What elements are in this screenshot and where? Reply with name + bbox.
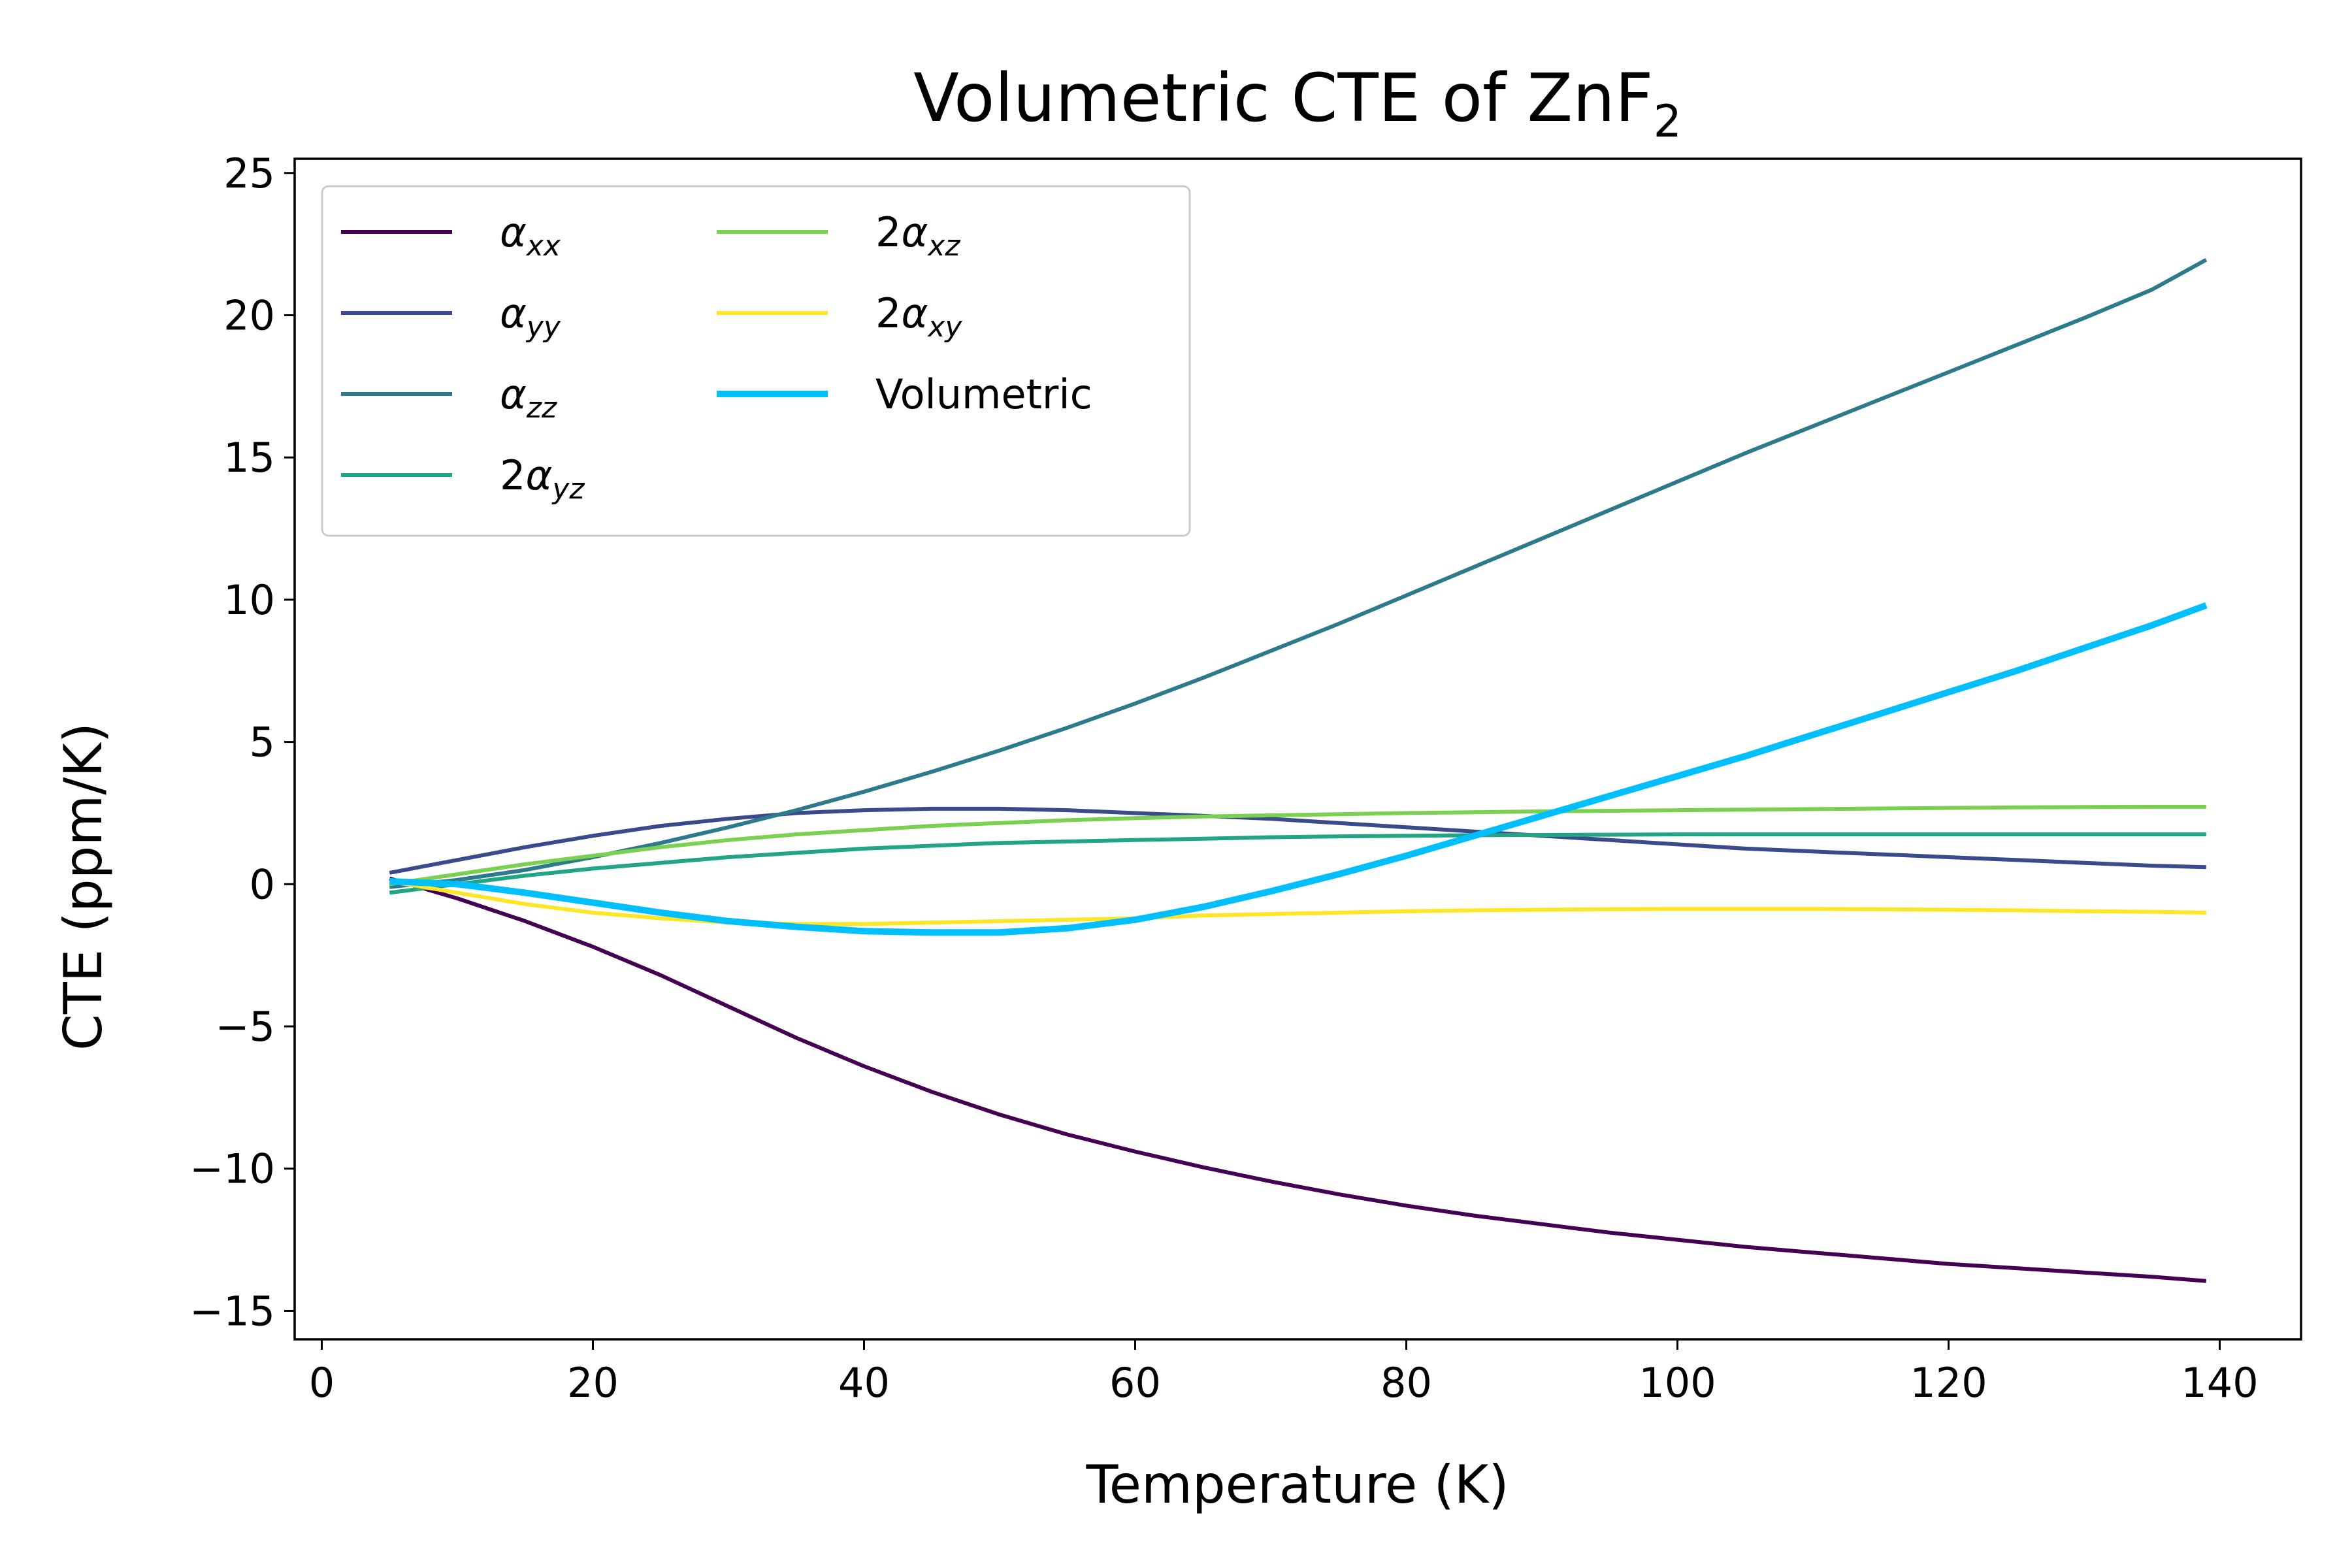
plot-area: 0 20 40 60 80 100 120 1402520151050−5−10−15αxxα… — [189, 150, 2302, 1407]
series-line-3 — [389, 832, 2206, 895]
legend-item-2: αzz — [341, 370, 557, 425]
legend-label: αxx — [500, 208, 561, 263]
legend-item-6: Volumetric — [717, 370, 1092, 418]
x-tick-label: 140 — [2181, 1359, 2258, 1407]
legend-item-0: αxx — [341, 208, 561, 263]
y-tick-label: 5 — [250, 719, 275, 766]
legend-label: αzz — [500, 370, 557, 425]
y-tick-label: 15 — [223, 434, 275, 482]
legend-item-4: 2αxz — [717, 208, 960, 263]
series-line-2 — [389, 257, 2208, 889]
legend-box — [321, 185, 1191, 537]
y-tick-label: −5 — [216, 1003, 275, 1051]
series-line-6 — [389, 602, 2208, 936]
legend-label: 2αxz — [875, 208, 960, 263]
x-tick-label: 80 — [1380, 1359, 1432, 1407]
legend-item-3: 2αyz — [341, 451, 585, 506]
x-axis-label: Temperature (K) — [1085, 1454, 1509, 1515]
chart-title: Volumetric CTE of ZnF2 — [913, 59, 1682, 148]
legend-item-1: αyy — [341, 289, 561, 344]
x-tick-label: 120 — [1910, 1359, 1987, 1407]
y-axis-label: CTE (ppm/K) — [53, 723, 114, 1051]
series-line-5 — [389, 879, 2206, 926]
y-tick-label: 10 — [223, 576, 275, 624]
y-tick-label: −10 — [189, 1145, 275, 1193]
plot-frame — [293, 157, 2302, 1341]
series-line-0 — [389, 876, 2207, 1283]
y-tick-label: 20 — [223, 291, 275, 339]
x-tick-label: 0 — [309, 1359, 335, 1407]
x-tick-label: 100 — [1639, 1359, 1716, 1407]
x-tick-label: 60 — [1109, 1359, 1161, 1407]
y-tick-label: −15 — [189, 1287, 275, 1335]
y-tick-label: 25 — [223, 150, 275, 197]
y-tick-label: 0 — [250, 860, 275, 908]
legend-label: Volumetric — [875, 370, 1092, 418]
x-tick-label: 40 — [838, 1359, 890, 1407]
legend-item-5: 2αxy — [717, 289, 962, 344]
legend-label: 2αyz — [500, 451, 585, 506]
x-tick-label: 20 — [567, 1359, 619, 1407]
series-line-4 — [389, 804, 2206, 887]
legend-label: αyy — [500, 289, 561, 344]
legend: αxx αyy αzz 2αyz 2αxz 2αxy Volumetric — [321, 185, 1191, 537]
legend-label: 2αxy — [875, 289, 962, 344]
series-line-1 — [389, 806, 2206, 875]
